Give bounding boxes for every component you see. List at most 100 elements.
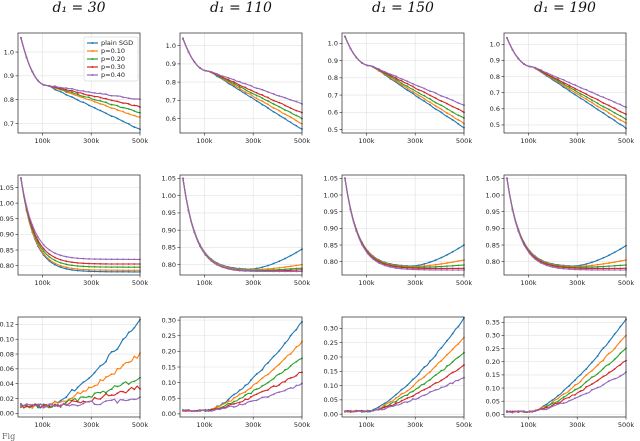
series-point: [574, 384, 576, 386]
panel-r2-c4: 100k 300k 500k 0.80 0.85 0.90 0.95 1.00 1.05: [486, 175, 635, 287]
series-point: [272, 111, 275, 113]
series-point: [93, 392, 96, 395]
series-point: [596, 105, 599, 108]
series-point: [389, 403, 392, 406]
series-point: [267, 270, 269, 273]
series-point: [400, 402, 403, 405]
series-point: [93, 269, 96, 271]
series-line-p-0-40: [344, 36, 465, 106]
series-point: [434, 354, 437, 357]
series-point: [48, 253, 51, 255]
series-point: [574, 91, 576, 94]
series-point: [568, 399, 571, 402]
series-point: [221, 403, 224, 406]
series-point: [372, 409, 375, 412]
series-point: [267, 381, 269, 384]
series-line-p-0-20: [506, 37, 627, 120]
series-point: [65, 93, 68, 96]
series-point: [608, 104, 610, 107]
x-tick-label: 100k: [196, 137, 212, 145]
series-point: [406, 401, 409, 404]
series-point: [613, 251, 616, 254]
series-line-p-0-10: [182, 178, 303, 271]
plot-frame: [503, 316, 627, 418]
series-point: [227, 400, 230, 403]
series-point: [395, 265, 397, 268]
series-point: [204, 409, 207, 412]
series-point: [434, 263, 437, 266]
series-point: [602, 375, 605, 378]
x-tick-label: 300k: [83, 279, 99, 287]
series-point: [20, 36, 22, 39]
series-point: [585, 392, 588, 395]
series-point: [395, 402, 397, 405]
x-tick-label: 500k: [132, 421, 148, 429]
series-point: [278, 260, 281, 263]
series-point: [434, 108, 437, 111]
series-point: [82, 95, 85, 98]
series-line-p-0-10: [344, 337, 465, 413]
series-point: [457, 102, 460, 104]
series-point: [284, 109, 286, 111]
series-point: [574, 84, 576, 86]
series-point: [272, 107, 275, 109]
series-point: [591, 361, 593, 364]
series-point: [284, 270, 286, 273]
series-point: [187, 210, 190, 212]
series-line-p-0-30: [506, 37, 627, 115]
series-point: [255, 97, 258, 100]
series-point: [267, 96, 269, 99]
series-point: [82, 390, 85, 392]
series-point: [284, 117, 286, 120]
y-tick-label: 1.00: [0, 199, 14, 207]
series-point: [261, 100, 264, 103]
series-point: [88, 98, 90, 101]
y-tick-label: 0.10: [324, 382, 338, 390]
series-point: [116, 104, 119, 107]
y-tick-label: 0.80: [0, 262, 14, 270]
series-line-p-0-20: [182, 357, 303, 412]
series-point: [562, 398, 565, 401]
series-point: [389, 264, 392, 267]
series-point: [289, 265, 292, 268]
series-point: [233, 78, 235, 81]
series-point: [93, 258, 96, 260]
series-point: [193, 231, 196, 233]
series-point: [88, 270, 90, 273]
series-point: [65, 403, 68, 406]
series-point: [76, 391, 79, 394]
series-point: [412, 385, 414, 388]
x-tick-label: 500k: [132, 279, 148, 287]
series-point: [540, 262, 542, 264]
y-tick-label: 0.8: [4, 96, 14, 104]
series-point: [284, 357, 286, 360]
series-point: [244, 394, 247, 396]
series-point: [48, 248, 51, 251]
series-point: [82, 396, 85, 398]
series-point: [31, 407, 34, 409]
series-point: [272, 262, 275, 265]
series-point: [88, 96, 90, 99]
series-point: [133, 326, 136, 329]
series-point: [423, 265, 426, 267]
series-point: [417, 88, 420, 91]
series-point: [602, 269, 605, 271]
y-tick-label: 0.9: [166, 60, 176, 68]
series-point: [272, 93, 275, 95]
series-point: [93, 265, 96, 268]
series-point: [511, 48, 514, 51]
series-point: [366, 409, 369, 412]
series-point: [122, 263, 124, 265]
series-point: [562, 396, 565, 399]
series-point: [440, 269, 443, 271]
series-point: [255, 91, 258, 94]
series-point: [434, 265, 437, 268]
series-point: [255, 393, 258, 396]
series-point: [122, 102, 124, 105]
series-point: [457, 264, 460, 267]
series-point: [400, 399, 403, 402]
series-point: [557, 397, 559, 400]
series-point: [88, 386, 90, 389]
series-point: [429, 264, 431, 267]
